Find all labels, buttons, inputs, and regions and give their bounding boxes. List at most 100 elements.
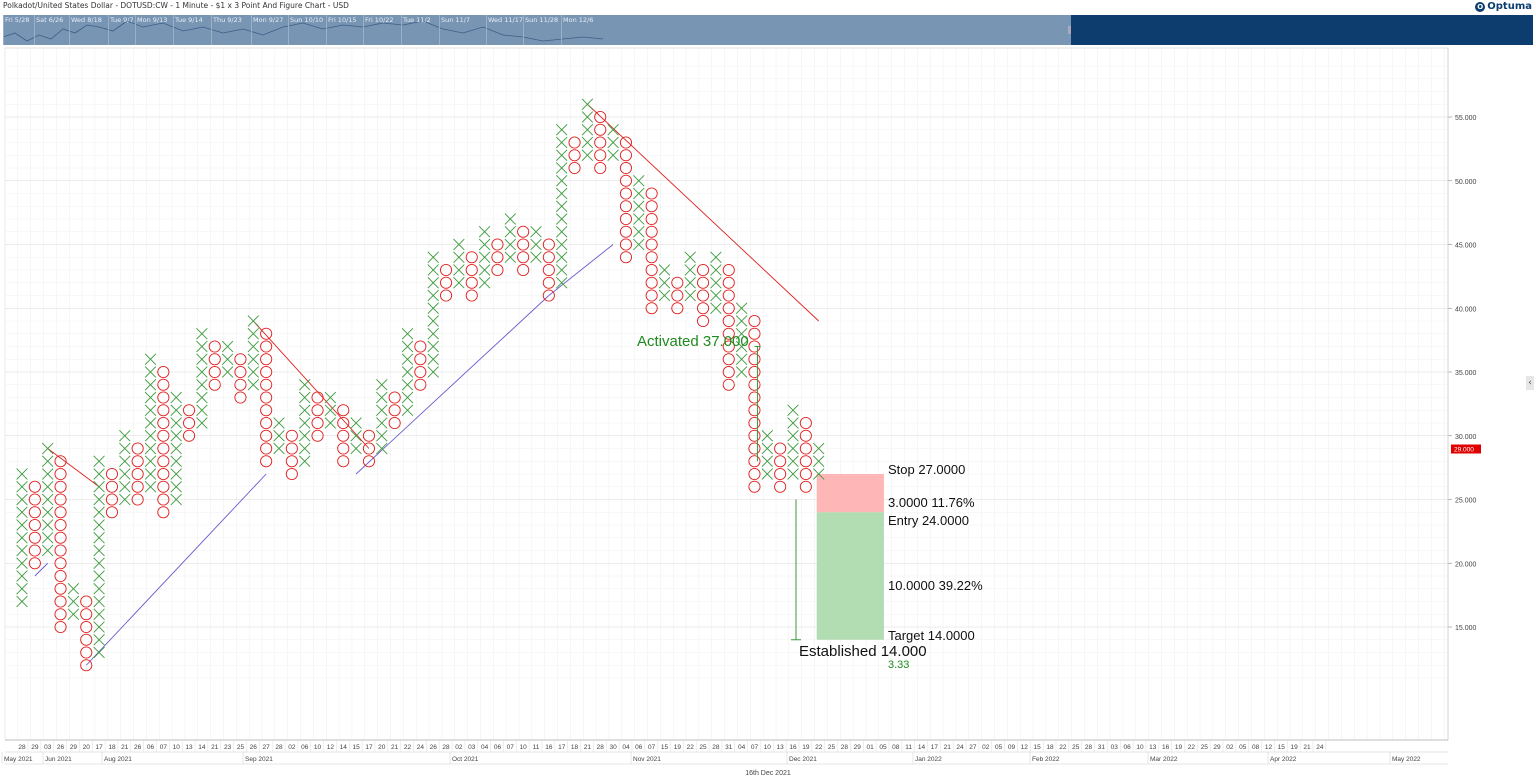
x-day-tick-label: 28: [841, 744, 849, 751]
pnf-column-o: [337, 404, 350, 468]
navigator-separator: [3, 15, 4, 45]
x-box: [93, 468, 105, 480]
o-box: [80, 659, 93, 672]
o-box: [157, 442, 170, 455]
x-day-tick-label: 22: [404, 744, 412, 751]
x-day-tick-label: 06: [635, 744, 643, 751]
x-day-tick-label: 29: [1213, 744, 1221, 751]
o-box: [774, 442, 787, 455]
pnf-column-o: [748, 314, 761, 493]
x-box: [761, 430, 774, 442]
pnf-column-x: [658, 264, 671, 302]
x-box: [427, 251, 439, 263]
pnf-column-o: [131, 442, 144, 506]
x-box: [247, 353, 260, 365]
o-box: [722, 302, 735, 315]
pnf-column-x: [787, 404, 799, 480]
o-box: [671, 276, 684, 289]
x-box: [478, 238, 491, 251]
x-day-tick-label: 23: [224, 744, 232, 751]
x-box: [735, 315, 748, 327]
o-box: [208, 353, 221, 366]
x-box: [16, 570, 28, 582]
optuma-logo-icon: O: [1475, 1, 1486, 12]
pnf-column-x: [581, 98, 594, 161]
navigator-separator: [211, 15, 212, 45]
navigator-drag-handle[interactable]: [1068, 26, 1072, 34]
o-box: [594, 136, 607, 149]
o-box: [157, 429, 170, 442]
o-box: [748, 365, 761, 379]
o-box: [697, 302, 710, 315]
navigator-date-label: Thu 9/23: [213, 16, 242, 24]
x-day-tick-label: 02: [455, 744, 463, 751]
pnf-column-x: [247, 315, 260, 391]
navigator-separator: [486, 15, 487, 45]
o-box: [748, 327, 761, 340]
o-box: [54, 455, 67, 468]
o-box: [311, 391, 324, 404]
pnf-column-x: [324, 391, 337, 429]
o-box: [414, 365, 427, 379]
plot-area: [4, 47, 1449, 741]
o-box: [157, 455, 170, 468]
navigator-selected-range[interactable]: [1071, 15, 1533, 45]
o-box: [311, 416, 324, 430]
pnf-column-o: [568, 136, 581, 175]
o-box: [157, 467, 170, 481]
x-box: [530, 226, 542, 238]
o-box: [105, 480, 118, 493]
x-box: [41, 544, 54, 557]
o-box: [774, 467, 787, 481]
navigator-separator: [34, 15, 35, 45]
x-day-tick-label: 25: [1072, 744, 1080, 751]
o-box: [208, 378, 221, 391]
x-axis-footer-date: 16th Dec 2021: [745, 770, 791, 777]
risk-label: 3.0000 11.76%: [888, 495, 975, 510]
x-day-tick-label: 24: [1316, 744, 1324, 751]
x-box: [16, 583, 28, 595]
o-box: [491, 251, 504, 264]
x-box: [93, 532, 105, 544]
pnf-column-x: [273, 417, 285, 455]
x-day-tick-label: 27: [263, 744, 271, 751]
x-day-tick-label: 26: [430, 744, 438, 751]
o-box: [131, 493, 144, 506]
x-box: [427, 366, 439, 378]
x-box: [247, 328, 260, 340]
x-box: [93, 621, 105, 633]
date-navigator[interactable]: Fri 5/28 Sat 6/26 Wed 8/18 Tue 9/7 Mon 9/13 T…: [3, 15, 1533, 45]
x-box: [93, 455, 105, 467]
o-box: [722, 276, 735, 289]
x-day-tick-label: 04: [622, 744, 630, 751]
x-box: [555, 264, 568, 276]
x-day-tick-label: 11: [905, 744, 912, 751]
o-box: [465, 289, 478, 302]
x-box: [401, 379, 414, 391]
o-box: [645, 302, 658, 315]
o-box: [645, 289, 658, 302]
o-box: [337, 429, 350, 442]
x-box: [401, 391, 414, 404]
x-box: [633, 187, 645, 200]
x-day-tick-label: 17: [558, 744, 566, 751]
o-box: [337, 416, 350, 430]
o-box: [157, 391, 170, 404]
o-box: [157, 404, 170, 417]
pnf-column-x: [633, 175, 645, 251]
o-box: [234, 391, 247, 404]
o-box: [722, 365, 735, 379]
x-day-tick-label: 19: [674, 744, 682, 751]
o-box: [722, 263, 735, 277]
o-box: [337, 404, 350, 417]
x-box: [555, 226, 568, 238]
o-box: [799, 467, 812, 481]
pnf-column-x: [144, 353, 157, 493]
collapse-panel-chevron-icon[interactable]: ‹: [1526, 376, 1534, 390]
x-box: [144, 379, 157, 391]
o-box: [260, 327, 273, 340]
o-box: [799, 442, 812, 455]
o-box: [54, 506, 67, 519]
x-box: [16, 544, 28, 557]
x-box: [93, 481, 105, 493]
